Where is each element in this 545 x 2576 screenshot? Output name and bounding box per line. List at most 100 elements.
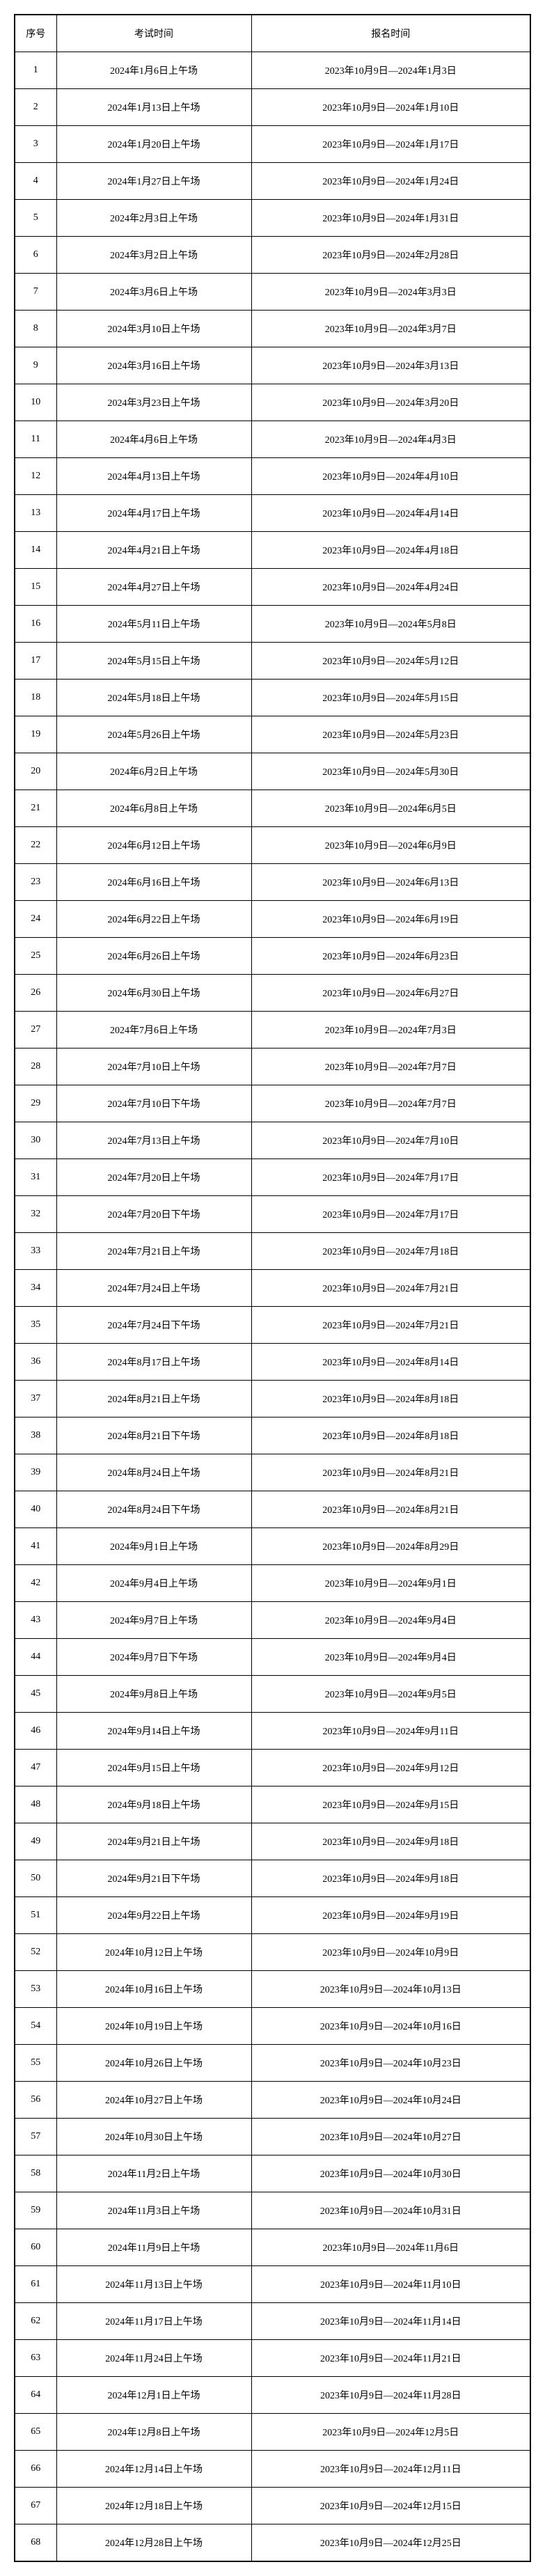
cell-exam-time: 2024年10月12日上午场 [56,1934,251,1971]
cell-reg-time: 2023年10月9日—2024年1月10日 [251,89,530,126]
table-row: 602024年11月9日上午场2023年10月9日—2024年11月6日 [15,2229,530,2266]
table-row: 92024年3月16日上午场2023年10月9日—2024年3月13日 [15,347,530,384]
cell-exam-time: 2024年4月6日上午场 [56,421,251,458]
cell-exam-time: 2024年7月20日上午场 [56,1159,251,1196]
table-row: 652024年12月8日上午场2023年10月9日—2024年12月5日 [15,2414,530,2451]
cell-reg-time: 2023年10月9日—2024年5月30日 [251,753,530,790]
cell-exam-time: 2024年12月8日上午场 [56,2414,251,2451]
table-body: 12024年1月6日上午场2023年10月9日—2024年1月3日22024年1… [15,52,530,2562]
cell-reg-time: 2023年10月9日—2024年11月6日 [251,2229,530,2266]
cell-reg-time: 2023年10月9日—2024年5月23日 [251,716,530,753]
cell-exam-time: 2024年6月30日上午场 [56,975,251,1012]
cell-exam-time: 2024年3月23日上午场 [56,384,251,421]
cell-exam-time: 2024年9月18日上午场 [56,1786,251,1823]
cell-index: 23 [15,864,56,901]
cell-index: 50 [15,1860,56,1897]
cell-reg-time: 2023年10月9日—2024年10月9日 [251,1934,530,1971]
cell-reg-time: 2023年10月9日—2024年6月27日 [251,975,530,1012]
cell-exam-time: 2024年12月18日上午场 [56,2488,251,2524]
cell-exam-time: 2024年9月8日上午场 [56,1676,251,1713]
cell-exam-time: 2024年3月2日上午场 [56,237,251,274]
table-row: 562024年10月27日上午场2023年10月9日—2024年10月24日 [15,2082,530,2119]
cell-exam-time: 2024年9月1日上午场 [56,1528,251,1565]
cell-reg-time: 2023年10月9日—2024年4月24日 [251,569,530,606]
table-row: 32024年1月20日上午场2023年10月9日—2024年1月17日 [15,126,530,163]
cell-reg-time: 2023年10月9日—2024年10月24日 [251,2082,530,2119]
cell-exam-time: 2024年8月21日下午场 [56,1417,251,1454]
table-row: 492024年9月21日上午场2023年10月9日—2024年9月18日 [15,1823,530,1860]
cell-index: 4 [15,163,56,200]
cell-index: 49 [15,1823,56,1860]
cell-reg-time: 2023年10月9日—2024年12月25日 [251,2524,530,2562]
cell-reg-time: 2023年10月9日—2024年9月18日 [251,1823,530,1860]
cell-index: 37 [15,1381,56,1417]
table-row: 482024年9月18日上午场2023年10月9日—2024年9月15日 [15,1786,530,1823]
cell-exam-time: 2024年10月27日上午场 [56,2082,251,2119]
cell-exam-time: 2024年11月9日上午场 [56,2229,251,2266]
cell-exam-time: 2024年9月15日上午场 [56,1750,251,1786]
table-row: 142024年4月21日上午场2023年10月9日—2024年4月18日 [15,532,530,569]
cell-index: 5 [15,200,56,237]
table-row: 212024年6月8日上午场2023年10月9日—2024年6月5日 [15,790,530,827]
table-row: 382024年8月21日下午场2023年10月9日—2024年8月18日 [15,1417,530,1454]
table-row: 272024年7月6日上午场2023年10月9日—2024年7月3日 [15,1012,530,1049]
cell-index: 1 [15,52,56,89]
table-row: 392024年8月24日上午场2023年10月9日—2024年8月21日 [15,1454,530,1491]
cell-reg-time: 2023年10月9日—2024年11月28日 [251,2377,530,2414]
cell-exam-time: 2024年11月3日上午场 [56,2192,251,2229]
table-row: 642024年12月1日上午场2023年10月9日—2024年11月28日 [15,2377,530,2414]
cell-index: 48 [15,1786,56,1823]
header-reg-time: 报名时间 [251,15,530,52]
cell-exam-time: 2024年12月1日上午场 [56,2377,251,2414]
cell-reg-time: 2023年10月9日—2024年6月13日 [251,864,530,901]
table-row: 422024年9月4日上午场2023年10月9日—2024年9月1日 [15,1565,530,1602]
table-row: 512024年9月22日上午场2023年10月9日—2024年9月19日 [15,1897,530,1934]
cell-index: 47 [15,1750,56,1786]
cell-index: 36 [15,1344,56,1381]
table-row: 262024年6月30日上午场2023年10月9日—2024年6月27日 [15,975,530,1012]
cell-reg-time: 2023年10月9日—2024年9月11日 [251,1713,530,1750]
cell-exam-time: 2024年4月21日上午场 [56,532,251,569]
cell-index: 58 [15,2155,56,2192]
cell-reg-time: 2023年10月9日—2024年5月12日 [251,643,530,680]
cell-index: 64 [15,2377,56,2414]
table-row: 372024年8月21日上午场2023年10月9日—2024年8月18日 [15,1381,530,1417]
table-row: 292024年7月10日下午场2023年10月9日—2024年7月7日 [15,1085,530,1122]
cell-exam-time: 2024年1月20日上午场 [56,126,251,163]
table-row: 522024年10月12日上午场2023年10月9日—2024年10月9日 [15,1934,530,1971]
table-row: 612024年11月13日上午场2023年10月9日—2024年11月10日 [15,2266,530,2303]
table-row: 352024年7月24日下午场2023年10月9日—2024年7月21日 [15,1307,530,1344]
cell-index: 42 [15,1565,56,1602]
cell-exam-time: 2024年8月24日下午场 [56,1491,251,1528]
cell-reg-time: 2023年10月9日—2024年10月16日 [251,2008,530,2045]
cell-reg-time: 2023年10月9日—2024年4月14日 [251,495,530,532]
cell-index: 29 [15,1085,56,1122]
table-row: 532024年10月16日上午场2023年10月9日—2024年10月13日 [15,1971,530,2008]
table-row: 592024年11月3日上午场2023年10月9日—2024年10月31日 [15,2192,530,2229]
cell-exam-time: 2024年10月19日上午场 [56,2008,251,2045]
cell-index: 56 [15,2082,56,2119]
table-row: 22024年1月13日上午场2023年10月9日—2024年1月10日 [15,89,530,126]
cell-reg-time: 2023年10月9日—2024年8月21日 [251,1454,530,1491]
header-row: 序号 考试时间 报名时间 [15,15,530,52]
table-row: 442024年9月7日下午场2023年10月9日—2024年9月4日 [15,1639,530,1676]
table-row: 662024年12月14日上午场2023年10月9日—2024年12月11日 [15,2451,530,2488]
cell-index: 7 [15,274,56,311]
schedule-table: 序号 考试时间 报名时间 12024年1月6日上午场2023年10月9日—202… [14,14,531,2562]
cell-reg-time: 2023年10月9日—2024年12月11日 [251,2451,530,2488]
cell-exam-time: 2024年3月10日上午场 [56,311,251,347]
table-row: 632024年11月24日上午场2023年10月9日—2024年11月21日 [15,2340,530,2377]
table-row: 582024年11月2日上午场2023年10月9日—2024年10月30日 [15,2155,530,2192]
cell-exam-time: 2024年9月7日下午场 [56,1639,251,1676]
cell-index: 41 [15,1528,56,1565]
table-row: 42024年1月27日上午场2023年10月9日—2024年1月24日 [15,163,530,200]
cell-exam-time: 2024年9月21日下午场 [56,1860,251,1897]
cell-reg-time: 2023年10月9日—2024年11月21日 [251,2340,530,2377]
cell-index: 54 [15,2008,56,2045]
cell-index: 27 [15,1012,56,1049]
cell-exam-time: 2024年9月21日上午场 [56,1823,251,1860]
cell-reg-time: 2023年10月9日—2024年7月21日 [251,1270,530,1307]
cell-index: 3 [15,126,56,163]
cell-exam-time: 2024年5月26日上午场 [56,716,251,753]
cell-reg-time: 2023年10月9日—2024年8月18日 [251,1381,530,1417]
